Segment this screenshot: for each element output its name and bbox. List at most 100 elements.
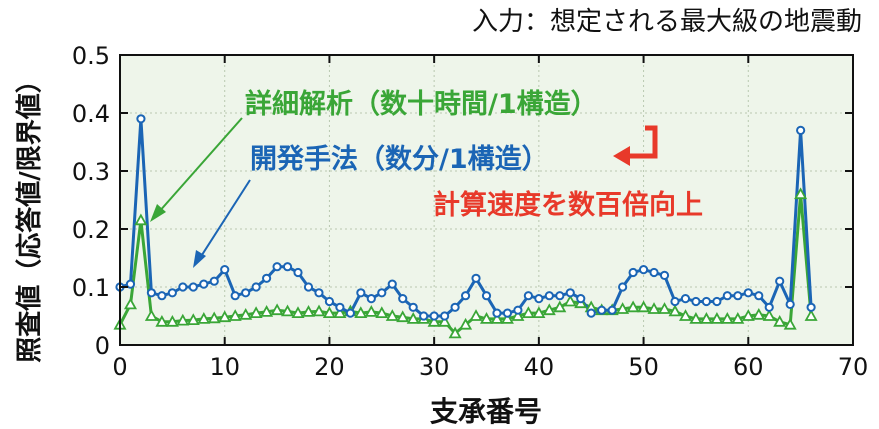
point-s0-24 <box>364 305 378 317</box>
point-s0-18 <box>301 305 316 317</box>
annotations: 詳細解析（数十時間/1構造） 開発手法（数分/1構造） 計算速度を数百倍向上 <box>150 88 703 268</box>
detail-analysis-label: 詳細解析（数十時間/1構造） <box>245 88 598 120</box>
speedup-label: 計算速度を数百倍向上 <box>433 189 703 221</box>
y-tick-label-1: 0.1 <box>72 274 110 302</box>
point-s0-27 <box>396 310 410 323</box>
x-tick-label-0: 0 <box>112 353 127 381</box>
point-s0-51 <box>647 302 661 314</box>
point-s0-15 <box>270 303 284 316</box>
point-s0-6 <box>176 313 190 326</box>
method-arrow-head <box>193 250 206 268</box>
point-s1-27 <box>398 294 408 304</box>
point-s1-11 <box>230 291 240 301</box>
point-s0-21 <box>333 306 347 319</box>
point-s1-4 <box>157 291 167 301</box>
point-s1-12 <box>241 288 251 298</box>
point-s1-18 <box>303 282 314 292</box>
point-s0-4 <box>155 314 169 327</box>
detail-arrow <box>157 117 243 214</box>
point-s1-42 <box>555 291 565 301</box>
point-s1-3 <box>146 288 157 298</box>
point-s0-32 <box>448 326 462 339</box>
point-s1-66 <box>806 302 816 312</box>
point-s1-22 <box>345 308 355 318</box>
x-tick-label-1: 10 <box>209 353 240 381</box>
point-s0-23 <box>354 306 368 319</box>
point-s1-51 <box>649 267 659 278</box>
point-s0-38 <box>511 309 525 321</box>
point-s1-30 <box>429 311 439 321</box>
x-ticks: 0 10 20 30 40 50 60 70 <box>112 55 868 381</box>
point-s1-65 <box>796 125 806 135</box>
plot-frame <box>119 54 854 346</box>
point-s0-54 <box>678 309 693 321</box>
point-s1-7 <box>188 282 198 292</box>
point-s0-57 <box>710 312 724 324</box>
point-s0-17 <box>291 306 305 319</box>
point-s0-39 <box>521 306 535 319</box>
point-s0-2 <box>134 213 148 226</box>
x-tick-label-3: 30 <box>419 353 450 381</box>
point-s1-41 <box>544 291 554 301</box>
x-tick-label-2: 20 <box>314 353 345 381</box>
point-s1-25 <box>377 288 387 298</box>
point-s1-5 <box>167 288 177 298</box>
point-s1-48 <box>618 282 628 292</box>
point-s0-42 <box>553 300 567 313</box>
point-s0-26 <box>385 309 399 321</box>
point-s0-19 <box>312 304 326 317</box>
point-s0-50 <box>637 300 651 313</box>
point-s1-23 <box>356 288 366 298</box>
point-s0-16 <box>280 304 295 317</box>
point-s0-10 <box>218 310 232 323</box>
point-s1-32 <box>450 302 460 312</box>
speedup-arrow <box>628 125 658 159</box>
point-s1-55 <box>691 296 701 307</box>
point-s0-40 <box>532 306 546 319</box>
point-s1-53 <box>670 296 680 307</box>
point-s1-37 <box>502 308 513 318</box>
point-s1-54 <box>680 294 691 304</box>
point-s1-45 <box>586 308 596 318</box>
x-tick-label-5: 50 <box>628 353 659 381</box>
x-tick-label-4: 40 <box>524 353 555 381</box>
point-s1-29 <box>419 311 429 321</box>
speedup-arrow-head <box>613 146 630 166</box>
point-s1-16 <box>282 262 293 272</box>
point-s0-9 <box>207 311 221 324</box>
point-s1-47 <box>607 305 617 315</box>
point-s1-43 <box>565 288 575 298</box>
point-s0-65 <box>794 187 808 200</box>
point-s1-10 <box>220 265 230 275</box>
point-s0-5 <box>165 314 179 327</box>
point-s1-34 <box>471 273 481 283</box>
y-tick-label-3: 0.3 <box>72 158 110 186</box>
point-s0-20 <box>322 306 336 319</box>
point-s1-56 <box>701 296 712 307</box>
point-s1-58 <box>722 291 732 301</box>
point-s1-35 <box>481 291 492 301</box>
point-s0-34 <box>469 309 483 321</box>
chart-title: 入力：想定される最大級の地震動 <box>472 7 862 37</box>
point-s0-11 <box>228 309 242 321</box>
y-tick-label-2: 0.2 <box>72 216 110 244</box>
point-s0-61 <box>752 307 766 320</box>
point-s1-36 <box>492 308 502 318</box>
point-s0-3 <box>144 309 158 321</box>
point-s1-46 <box>597 305 607 315</box>
point-s0-14 <box>260 305 274 317</box>
point-s1-21 <box>335 302 345 312</box>
point-s1-31 <box>440 311 450 321</box>
point-s1-44 <box>576 294 586 304</box>
point-s0-55 <box>689 312 703 324</box>
x-tick-label-7: 70 <box>838 353 869 381</box>
method-arrow <box>199 179 251 259</box>
point-s0-58 <box>720 312 734 324</box>
point-s0-13 <box>249 306 263 319</box>
point-s0-28 <box>406 312 420 324</box>
developed-method-label: 開発手法（数分/1構造） <box>250 144 549 175</box>
y-tick-label-5: 0.5 <box>72 42 110 70</box>
point-s1-26 <box>387 279 397 289</box>
point-s0-59 <box>731 312 745 324</box>
point-s0-49 <box>626 300 640 313</box>
